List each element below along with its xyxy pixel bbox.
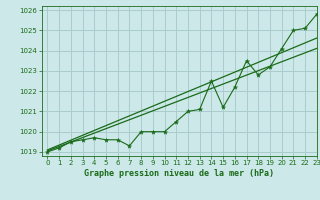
X-axis label: Graphe pression niveau de la mer (hPa): Graphe pression niveau de la mer (hPa) [84, 169, 274, 178]
